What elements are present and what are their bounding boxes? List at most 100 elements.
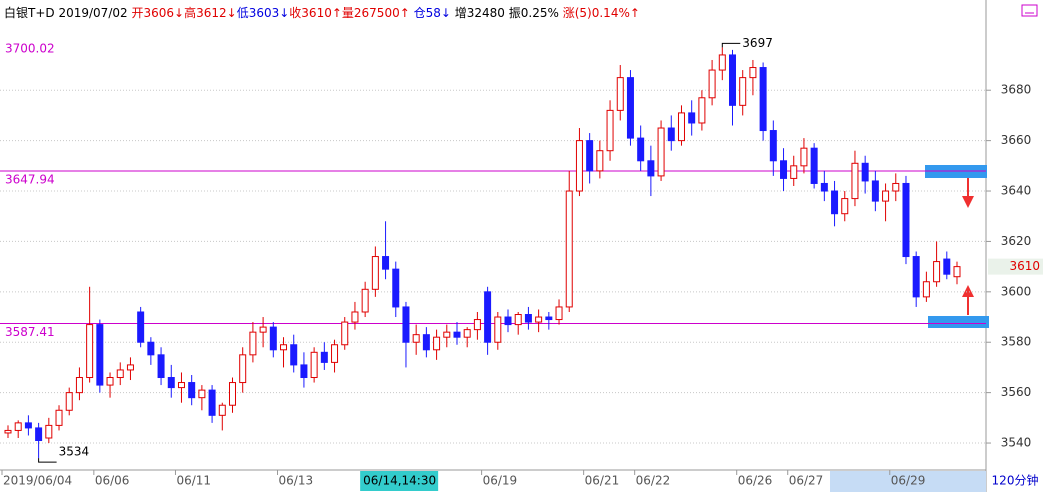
- candle-body: [157, 354, 165, 379]
- candle-body: [320, 351, 328, 363]
- candle-body: [463, 329, 471, 338]
- candle-body: [35, 427, 43, 442]
- candle-body: [14, 422, 22, 431]
- header-item: 高3612↓: [184, 5, 237, 20]
- candle-body: [688, 112, 696, 124]
- arrow-up: [962, 285, 974, 315]
- candle-body: [310, 351, 318, 379]
- cursor-label: 06/14,14:30: [363, 474, 436, 488]
- candle-body: [249, 331, 257, 356]
- candle-body: [871, 180, 879, 202]
- candle-body: [790, 165, 798, 179]
- scrollbar[interactable]: [830, 471, 986, 492]
- candle-body: [708, 69, 716, 99]
- y-tick-label: 3680: [1001, 83, 1032, 97]
- candle-body: [106, 377, 114, 386]
- candle-body: [892, 182, 900, 192]
- candle-body: [943, 258, 951, 275]
- candle-body: [392, 268, 400, 308]
- settings-icon[interactable]: [1021, 4, 1038, 17]
- candle-body: [545, 316, 553, 321]
- candle-body: [453, 331, 461, 338]
- y-tick-label: 3540: [1001, 436, 1032, 450]
- candle-body: [759, 67, 767, 132]
- candle-body: [677, 112, 685, 142]
- header-item: 2019/07/02: [58, 6, 127, 20]
- candle-body: [504, 316, 512, 326]
- candle-body: [922, 281, 930, 298]
- candle-body: [698, 97, 706, 124]
- candle-body: [739, 77, 747, 106]
- x-tick-label: 06/29: [891, 474, 926, 488]
- zone-marker: [928, 316, 989, 328]
- x-tick-label: 06/19: [483, 474, 518, 488]
- candle-body: [65, 392, 73, 411]
- candle-body: [606, 109, 614, 152]
- candle-body: [851, 162, 859, 200]
- cursor-box: [360, 471, 439, 491]
- candle-body: [933, 261, 941, 283]
- header-item: 仓58↓: [414, 6, 451, 20]
- candle-body: [300, 364, 308, 379]
- candle-body: [361, 288, 369, 313]
- header-item: 振0.25%: [509, 6, 559, 20]
- candle-body: [637, 137, 645, 162]
- candle-body: [382, 256, 390, 270]
- candle-body: [616, 77, 624, 111]
- period-label[interactable]: 120分钟: [992, 473, 1039, 488]
- max-label: 3697: [742, 36, 773, 50]
- candle-body: [371, 256, 379, 290]
- candle-body: [800, 147, 808, 167]
- candle-body: [351, 311, 359, 323]
- max-pointer: [721, 42, 741, 48]
- candle-body: [422, 334, 430, 351]
- candle-body: [269, 326, 277, 351]
- candle-body: [75, 377, 83, 394]
- candle-body: [841, 198, 849, 215]
- candle-body: [24, 422, 32, 429]
- candle-body: [228, 382, 236, 406]
- header-item: 增32480: [455, 6, 505, 20]
- candle-body: [729, 54, 737, 106]
- candle-body: [412, 334, 420, 343]
- candle-body: [535, 316, 543, 323]
- x-tick-label: 06/11: [176, 474, 211, 488]
- candle-body: [810, 147, 818, 184]
- candle-body: [259, 326, 267, 333]
- candle-body: [626, 77, 634, 139]
- candle-body: [514, 314, 522, 326]
- candle-body: [555, 306, 563, 321]
- candle-body: [820, 182, 828, 192]
- candle-body: [4, 429, 12, 434]
- candle-body: [167, 377, 175, 389]
- candle-body: [177, 382, 185, 389]
- header: 白银T+D 2019/07/02 开3606↓高3612↓低3603↓收3610…: [4, 5, 640, 20]
- candle-body: [902, 182, 910, 258]
- candle-body: [831, 190, 839, 215]
- min-pointer: [38, 458, 57, 463]
- candle-body: [86, 324, 94, 379]
- header-item: 收3610↑: [289, 6, 342, 20]
- candle-body: [657, 127, 665, 177]
- candle-body: [596, 150, 604, 172]
- x-tick-label: 2019/06/04: [3, 474, 72, 488]
- header-item: 白银T+D: [4, 5, 55, 20]
- x-tick-label: 06/21: [585, 474, 620, 488]
- candle-body: [524, 314, 532, 323]
- candle-body: [239, 354, 247, 384]
- y-tick-label: 3640: [1001, 184, 1032, 198]
- last-price-box: [988, 258, 1043, 275]
- header-item: 涨(5)0.14%↑: [563, 5, 640, 20]
- x-tick-label: 06/13: [279, 474, 314, 488]
- y-tick-label: 3560: [1001, 385, 1032, 399]
- candle-body: [953, 266, 961, 278]
- last-price-label: 3610: [1009, 259, 1040, 273]
- candle-body: [290, 344, 298, 366]
- candle-body: [55, 409, 63, 426]
- min-label: 3534: [59, 445, 90, 459]
- arrow-down: [962, 178, 974, 208]
- candle-body: [280, 344, 288, 351]
- candle-body: [780, 160, 788, 179]
- y-tick-label: 3620: [1001, 234, 1032, 248]
